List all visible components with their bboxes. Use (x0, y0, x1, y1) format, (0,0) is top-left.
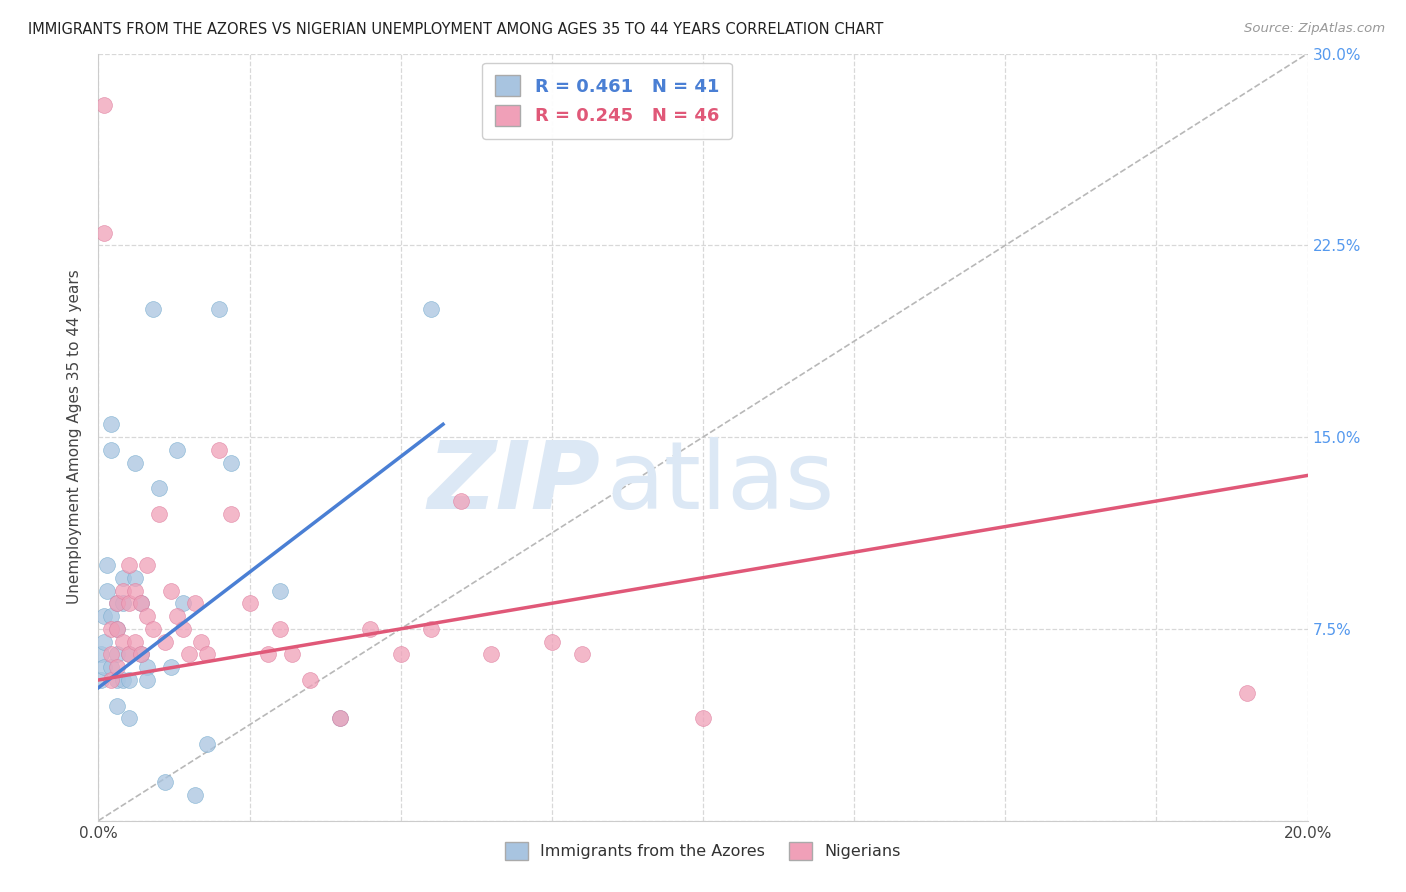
Point (118, 648, 141, 662)
Point (111, 571, 134, 585)
Point (100, 622, 122, 636)
Point (118, 648, 141, 662)
Point (100, 660, 122, 674)
Point (90, 648, 112, 662)
Legend: Immigrants from the Azores, Nigerians: Immigrants from the Azores, Nigerians (499, 835, 907, 866)
Point (221, 456, 243, 470)
Point (93, 634, 115, 648)
Point (111, 634, 134, 648)
Text: ZIP: ZIP (427, 437, 600, 529)
Point (105, 673, 128, 687)
Point (105, 648, 128, 662)
Point (135, 660, 157, 674)
Point (160, 660, 183, 674)
Point (105, 660, 128, 674)
Point (118, 711, 141, 725)
Point (93, 609, 115, 624)
Point (124, 456, 146, 470)
Point (96, 583, 118, 598)
Text: Source: ZipAtlas.com: Source: ZipAtlas.com (1244, 22, 1385, 36)
Point (420, 622, 443, 636)
Point (93, 660, 115, 674)
Point (124, 634, 146, 648)
Point (105, 596, 128, 610)
Point (93, 226, 115, 240)
Point (105, 698, 128, 713)
Point (142, 622, 165, 636)
Point (90, 673, 112, 687)
Point (172, 596, 194, 610)
Point (93, 97, 115, 112)
Point (184, 596, 207, 610)
Point (166, 609, 188, 624)
Point (153, 775, 176, 789)
Point (166, 442, 188, 457)
Point (571, 648, 593, 662)
Point (135, 558, 157, 572)
Point (111, 596, 134, 610)
Point (299, 673, 322, 687)
Text: atlas: atlas (606, 437, 835, 529)
Point (540, 634, 562, 648)
Point (129, 648, 152, 662)
Point (269, 583, 291, 598)
Point (184, 788, 207, 802)
Point (239, 596, 262, 610)
Point (105, 622, 128, 636)
Point (420, 302, 443, 317)
Point (329, 711, 352, 725)
Point (256, 648, 278, 662)
Point (153, 634, 176, 648)
Point (269, 622, 291, 636)
Point (135, 673, 157, 687)
Point (148, 481, 170, 495)
Point (129, 596, 152, 610)
Point (105, 596, 128, 610)
Point (118, 596, 141, 610)
Point (329, 711, 352, 725)
Point (118, 558, 141, 572)
Point (118, 673, 141, 687)
Point (100, 648, 122, 662)
Y-axis label: Unemployment Among Ages 35 to 44 years: Unemployment Among Ages 35 to 44 years (67, 269, 83, 605)
Point (450, 494, 472, 508)
Point (100, 417, 122, 432)
Point (111, 673, 134, 687)
Point (100, 442, 122, 457)
Point (105, 622, 128, 636)
Point (100, 609, 122, 624)
Point (195, 737, 218, 751)
Point (148, 507, 170, 521)
Point (281, 648, 304, 662)
Point (129, 596, 152, 610)
Point (172, 622, 194, 636)
Point (111, 583, 134, 598)
Point (208, 442, 231, 457)
Point (124, 583, 146, 598)
Point (389, 648, 412, 662)
Point (190, 634, 212, 648)
Point (208, 302, 231, 317)
Point (129, 648, 152, 662)
Point (1236, 686, 1258, 700)
Point (360, 622, 382, 636)
Point (100, 673, 122, 687)
Point (142, 302, 165, 317)
Point (124, 571, 146, 585)
Point (221, 507, 243, 521)
Point (195, 648, 218, 662)
Point (179, 648, 201, 662)
Point (96, 558, 118, 572)
Text: IMMIGRANTS FROM THE AZORES VS NIGERIAN UNEMPLOYMENT AMONG AGES 35 TO 44 YEARS CO: IMMIGRANTS FROM THE AZORES VS NIGERIAN U… (28, 22, 883, 37)
Point (481, 648, 503, 662)
Point (160, 583, 183, 598)
Point (692, 711, 714, 725)
Point (135, 609, 157, 624)
